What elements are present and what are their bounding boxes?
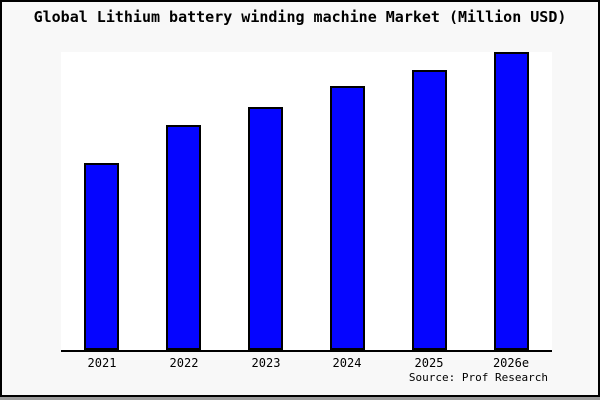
bar-2024 bbox=[330, 86, 365, 350]
bar-2022 bbox=[166, 125, 201, 350]
x-axis-label-2022: 2022 bbox=[169, 356, 199, 370]
chart-title: Global Lithium battery winding machine M… bbox=[33, 8, 567, 26]
bar-2023 bbox=[248, 107, 283, 350]
x-axis-label-2023: 2023 bbox=[251, 356, 281, 370]
bar-2025 bbox=[412, 70, 447, 350]
x-axis-label-2025: 2025 bbox=[414, 356, 444, 370]
x-axis-label-2026e: 2026e bbox=[492, 356, 530, 370]
plot-area bbox=[61, 52, 552, 352]
bar-2026e bbox=[494, 52, 529, 350]
bar-2021 bbox=[84, 163, 119, 350]
source-credit: Source: Prof Research bbox=[408, 371, 548, 384]
x-axis-label-2024: 2024 bbox=[332, 356, 362, 370]
x-axis-label-2021: 2021 bbox=[87, 356, 117, 370]
